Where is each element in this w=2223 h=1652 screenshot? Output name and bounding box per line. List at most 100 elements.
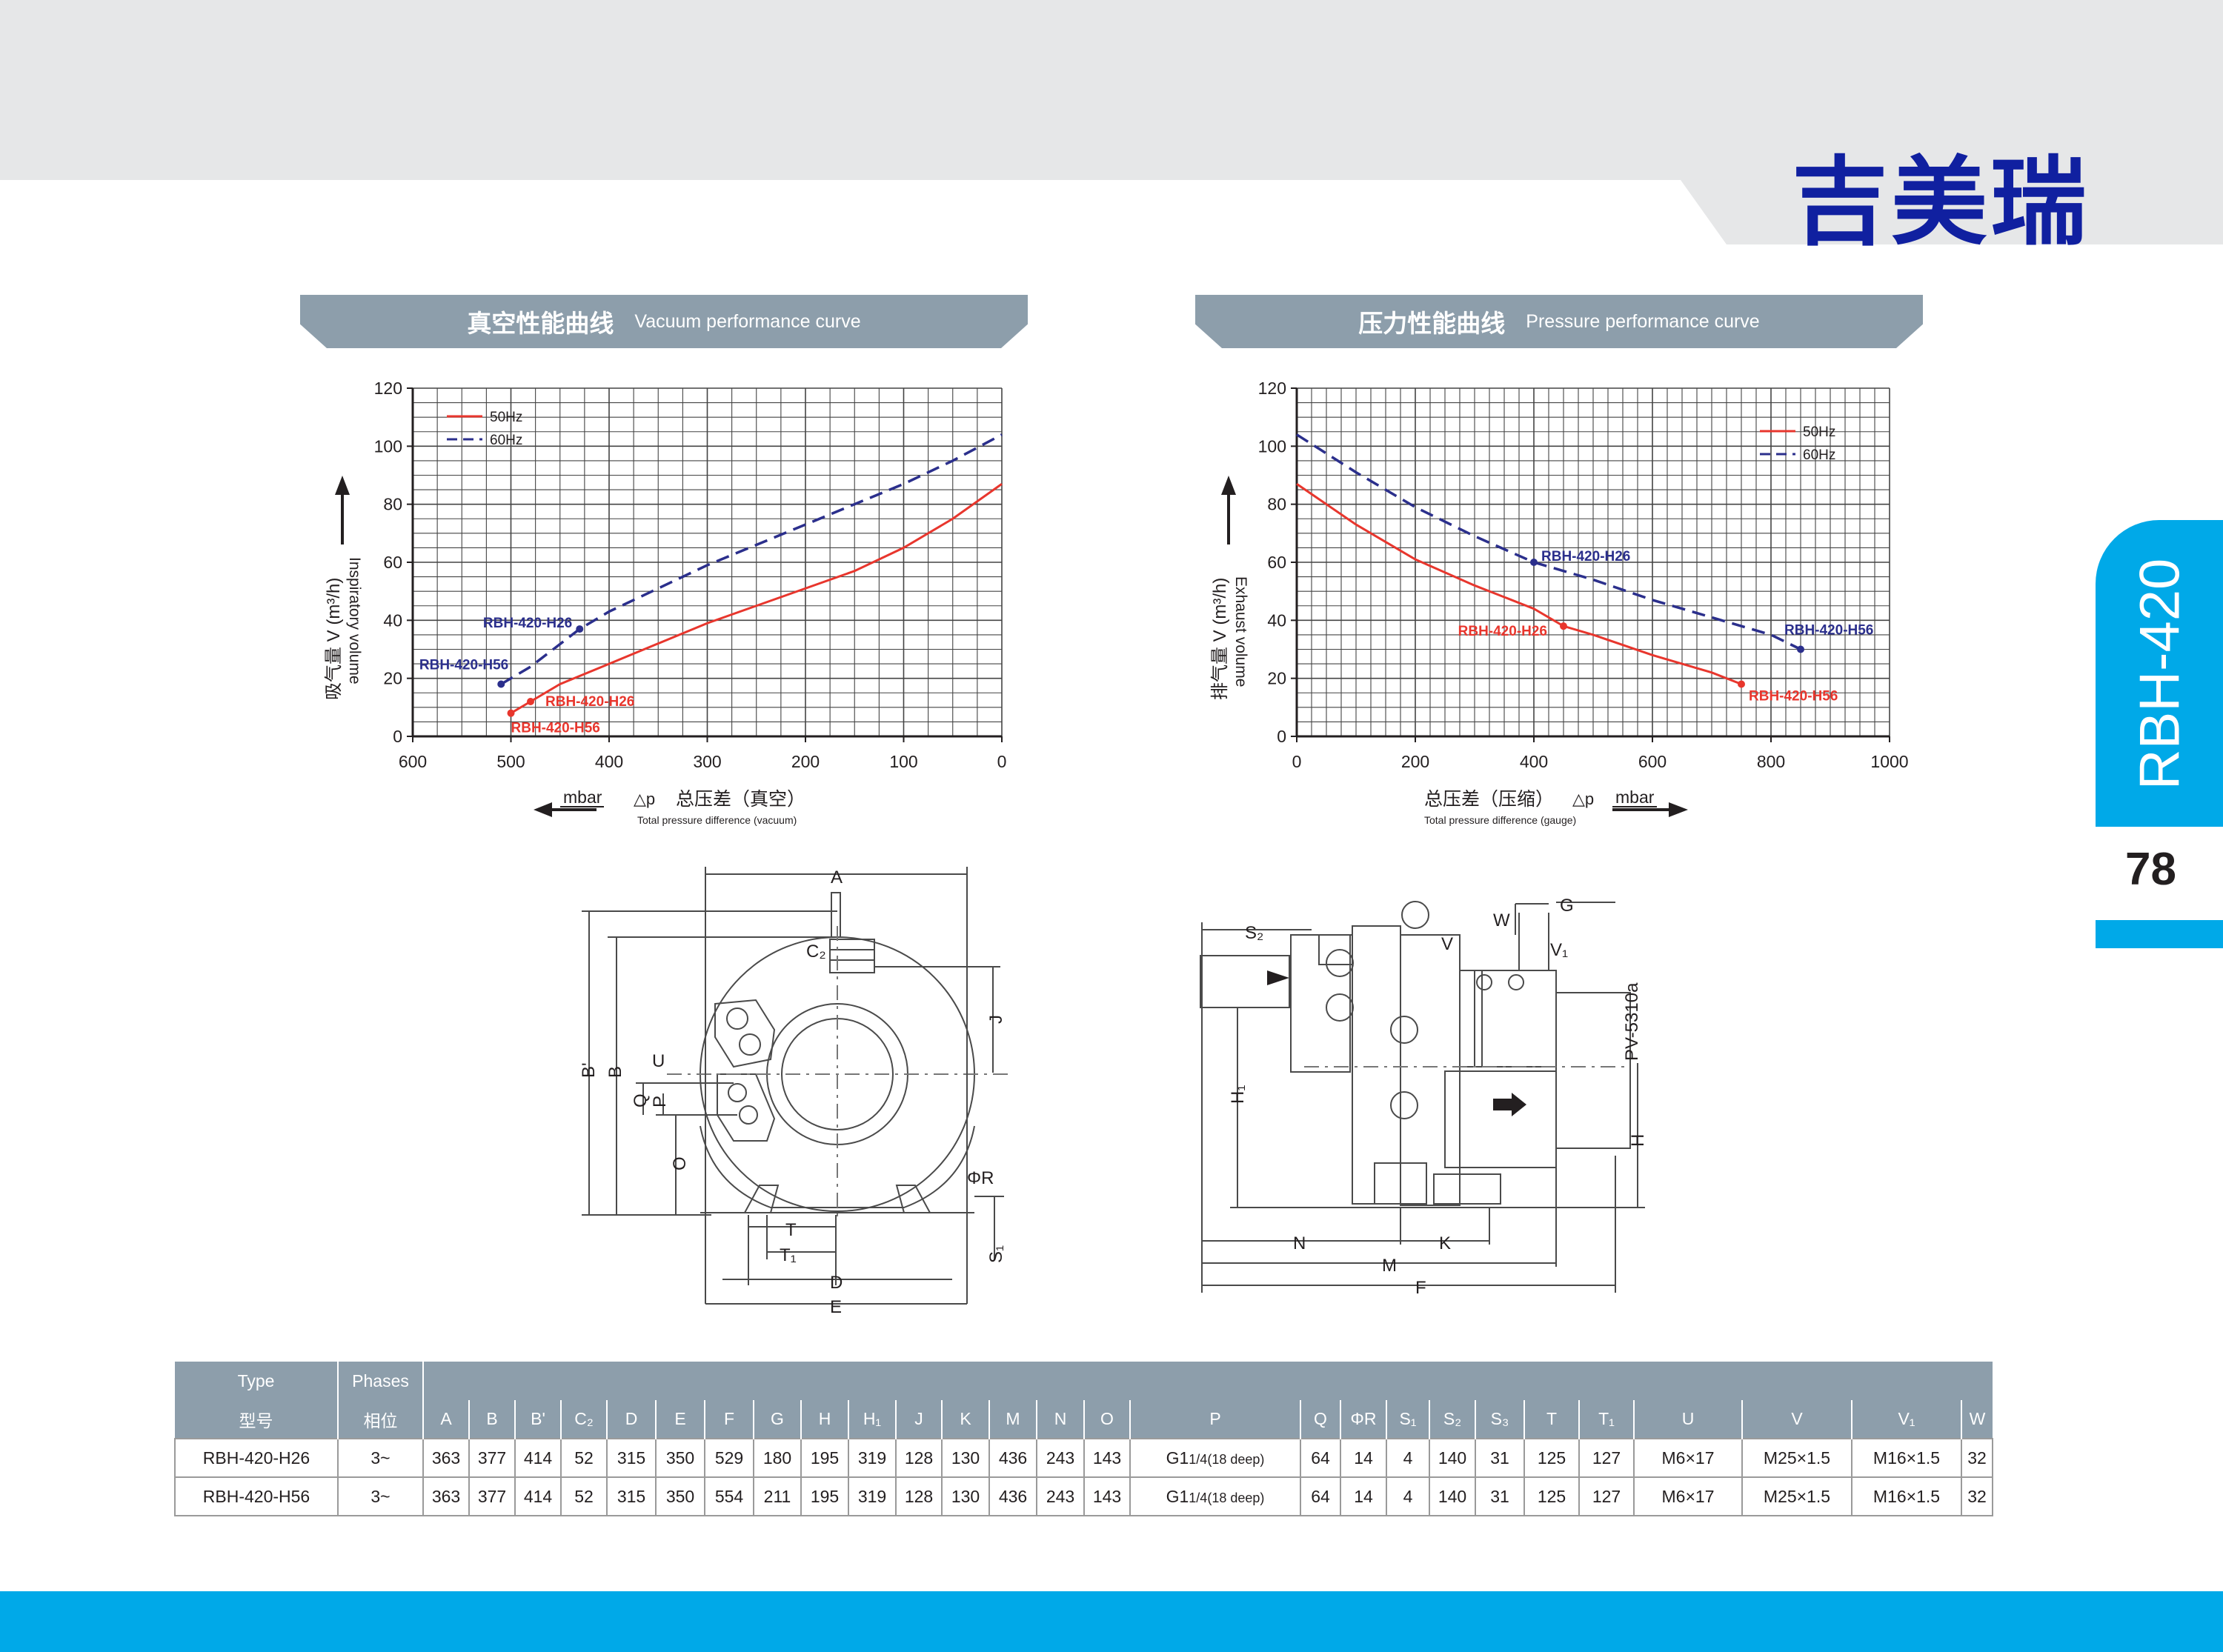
y-tick-label: 20: [383, 669, 402, 688]
value-cell: G11/4(18 deep): [1129, 1438, 1301, 1478]
value-cell: M16×1.5: [1851, 1438, 1962, 1478]
y-tick-label: 40: [1267, 610, 1286, 630]
annotation-label: RBH-420-H26: [545, 694, 634, 710]
vacuum-xlabel-cn: 总压差（真空）: [676, 789, 805, 810]
x-tick-label: 800: [1757, 752, 1785, 771]
annotation-point: [1530, 559, 1538, 566]
svg-text:G: G: [1560, 896, 1574, 916]
value-cell: 243: [1036, 1476, 1085, 1516]
spec-header-spacer: [422, 1362, 1993, 1400]
svg-text:B': B': [579, 1062, 599, 1078]
svg-text:C₂: C₂: [806, 942, 826, 962]
value-cell: 140: [1429, 1438, 1476, 1478]
column-header: Q: [1300, 1400, 1340, 1439]
annotation-point: [576, 625, 584, 633]
y-tick-label: 120: [374, 379, 402, 398]
value-cell: M16×1.5: [1851, 1476, 1962, 1516]
column-header: D: [606, 1400, 656, 1439]
value-cell: 140: [1429, 1476, 1476, 1516]
svg-text:T₁: T₁: [780, 1245, 797, 1265]
type-header: Type: [175, 1362, 338, 1400]
value-cell: 52: [560, 1438, 608, 1478]
value-cell: 14: [1340, 1438, 1387, 1478]
svg-text:A: A: [831, 867, 843, 887]
svg-text:M: M: [1382, 1256, 1397, 1276]
value-cell: 4: [1386, 1438, 1430, 1478]
value-cell: 127: [1578, 1476, 1635, 1516]
y-tick-label: 120: [1258, 379, 1286, 398]
column-header: S₂: [1429, 1400, 1475, 1439]
value-cell: 414: [514, 1438, 562, 1478]
column-header: T: [1523, 1400, 1579, 1439]
vacuum-xlabel-en: Total pressure difference (vacuum): [637, 814, 797, 826]
value-cell: G11/4(18 deep): [1129, 1476, 1301, 1516]
brand-logo: 吉美瑞: [1791, 146, 2090, 259]
vacuum-ylabel-en: Inspiratory volume: [346, 557, 363, 685]
annotation-label: RBH-420-H26: [1458, 624, 1547, 639]
svg-text:V: V: [1441, 934, 1453, 954]
value-cell: 195: [800, 1476, 849, 1516]
svg-text:S₁: S₁: [986, 1245, 1006, 1263]
value-cell: 32: [1961, 1438, 1993, 1478]
column-header: E: [655, 1400, 705, 1439]
footer-band: [0, 1591, 2223, 1652]
y-tick-label: 20: [1267, 669, 1286, 688]
y-tick-label: 0: [393, 727, 402, 746]
svg-text:B: B: [605, 1066, 625, 1078]
svg-text:V₁: V₁: [1550, 940, 1568, 960]
svg-text:W: W: [1493, 910, 1510, 930]
x-tick-label: 0: [1292, 752, 1302, 771]
annotation-label: RBH-420-H56: [511, 721, 600, 736]
value-cell: 319: [848, 1476, 897, 1516]
value-cell: 125: [1523, 1438, 1580, 1478]
annotation-point: [507, 709, 515, 717]
pressure-title-en: Pressure performance curve: [1526, 310, 1760, 332]
column-header: B': [514, 1400, 561, 1439]
svg-text:E: E: [830, 1297, 842, 1317]
spec-table: Type Phases 型号 相位 A B B' C₂ D E F G H H₁ J K M N O P Q ΦR…: [174, 1362, 1993, 1516]
value-cell: 436: [988, 1476, 1037, 1516]
column-header: H₁: [848, 1400, 896, 1439]
svg-text:J: J: [986, 1015, 1006, 1024]
x-tick-label: 200: [1401, 752, 1429, 771]
annotation-point: [497, 680, 505, 688]
annotation-label: RBH-420-H56: [1784, 623, 1873, 639]
value-cell: 127: [1578, 1438, 1635, 1478]
x-tick-label: 100: [889, 752, 917, 771]
svg-text:H: H: [1628, 1134, 1648, 1147]
phase-cell: 3~: [337, 1438, 424, 1478]
vacuum-ylabel-cn: 吸气量 V (m³/h): [324, 578, 344, 700]
x-tick-label: 600: [399, 752, 427, 771]
series-line-50Hz: [1296, 483, 1742, 685]
legend-label-50hz: 50Hz: [1803, 424, 1835, 440]
svg-text:PV-5310a: PV-5310a: [1622, 982, 1642, 1061]
column-header: T₁: [1578, 1400, 1634, 1439]
vacuum-x-unit: mbar: [563, 787, 602, 807]
value-cell: 319: [848, 1438, 897, 1478]
svg-text:D: D: [830, 1273, 843, 1293]
value-cell: 125: [1523, 1476, 1580, 1516]
x-tick-label: 500: [496, 752, 525, 771]
svg-text:N: N: [1293, 1233, 1306, 1253]
value-cell: M25×1.5: [1741, 1438, 1852, 1478]
pressure-ylabel-cn: 排气量 V (m³/h): [1210, 578, 1230, 700]
value-cell: 180: [753, 1438, 802, 1478]
series-line-60Hz: [1296, 433, 1801, 651]
x-tick-label: 400: [595, 752, 623, 771]
column-header: U: [1633, 1400, 1742, 1439]
value-cell: 315: [606, 1476, 657, 1516]
annotation-label: RBH-420-H26: [483, 616, 572, 631]
value-cell: 315: [606, 1438, 657, 1478]
value-cell: 211: [753, 1476, 802, 1516]
vacuum-chart-banner: 真空性能曲线 Vacuum performance curve: [300, 295, 1028, 348]
column-header: M: [988, 1400, 1037, 1439]
spec-header-row-en: Type Phases: [175, 1362, 1993, 1400]
y-tick-label: 80: [1267, 495, 1286, 514]
svg-text:ΦR: ΦR: [967, 1168, 994, 1188]
value-cell: 143: [1083, 1438, 1131, 1478]
column-header: F: [704, 1400, 754, 1439]
value-cell: 363: [422, 1476, 470, 1516]
value-cell: 32: [1961, 1476, 1993, 1516]
value-cell: 130: [941, 1438, 990, 1478]
